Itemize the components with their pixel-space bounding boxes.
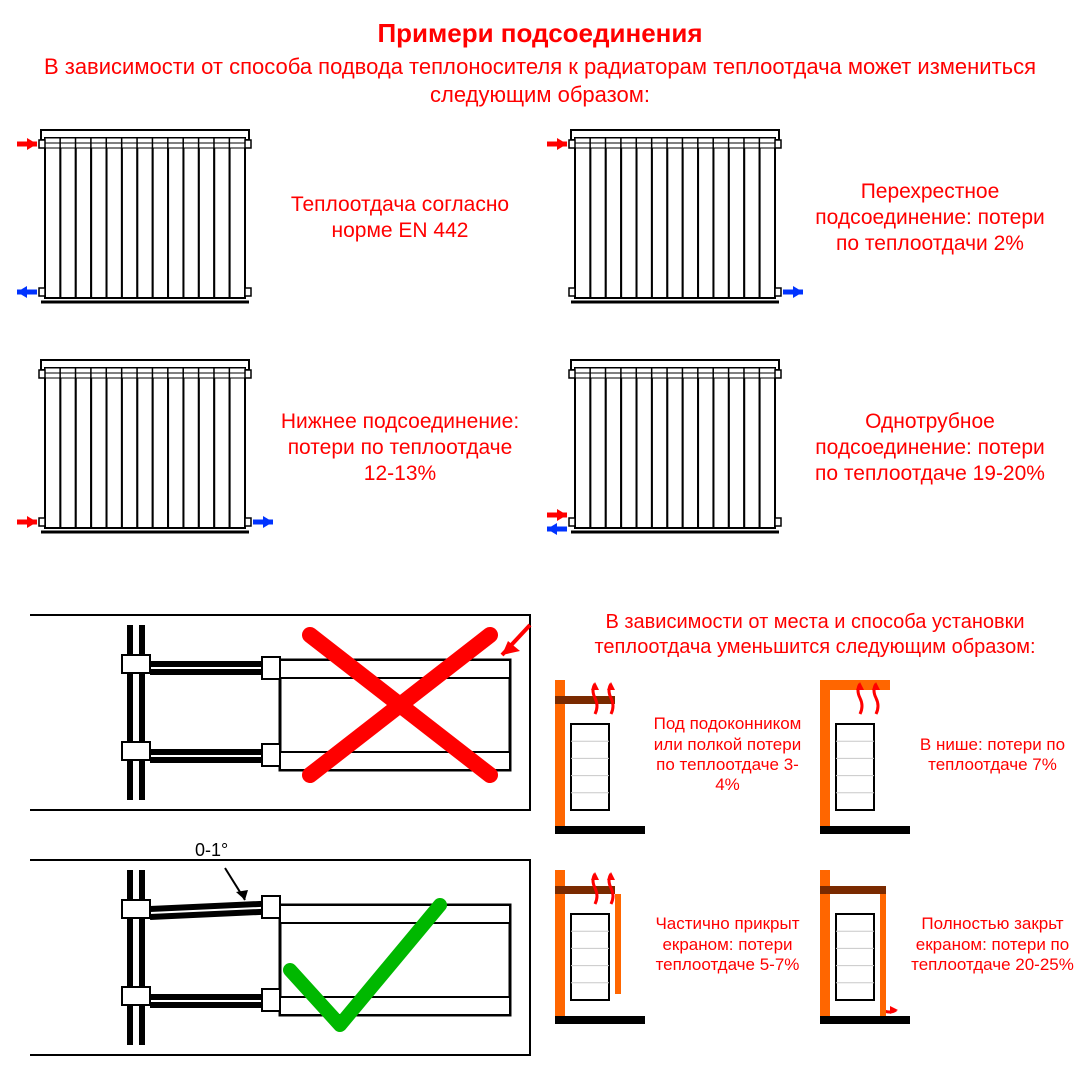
connection-caption: Однотрубное подсоединение: потери по теп… (805, 409, 1055, 488)
connection-caption: Теплоотдача согласно норме EN 442 (275, 192, 525, 245)
mount-cell-2: Частично прикрыт екраном: потери теплоот… (555, 860, 810, 1030)
connection-caption: Перехрестное подсоединение: потери по те… (805, 179, 1055, 258)
install-correct-diagram (10, 850, 540, 1065)
connection-cell-3: Однотрубное подсоединение: потери по теп… (545, 348, 1065, 548)
radiator-diagram (545, 118, 805, 318)
mount-caption: Под подоконником или полкой потери по те… (645, 714, 810, 796)
install-angle-label: 0-1° (195, 840, 228, 861)
mount-caption: Полностью закрьт екраном: потери по тепл… (910, 914, 1075, 975)
connection-caption: Нижнее подсоединение: потери по теплоотд… (275, 409, 525, 488)
radiator-diagram (15, 118, 275, 318)
section3-title: В зависимости от места и способа установ… (560, 610, 1070, 660)
mount-diagram (555, 860, 645, 1030)
page-title: Примери подсоединения (0, 0, 1080, 49)
radiator-diagram (545, 348, 805, 548)
mount-caption: В нише: потери по теплоотдаче 7% (910, 735, 1075, 776)
mount-cell-0: Под подоконником или полкой потери по те… (555, 670, 810, 840)
page-subtitle: В зависимости от способа подвода теплоно… (0, 49, 1080, 118)
connection-cell-1: Перехрестное подсоединение: потери по те… (545, 118, 1065, 318)
connection-cell-0: Теплоотдача согласно норме EN 442 (15, 118, 535, 318)
install-wrong-diagram (10, 605, 540, 820)
mount-cell-3: Полностью закрьт екраном: потери по тепл… (820, 860, 1075, 1030)
mount-diagram (555, 670, 645, 840)
mount-caption: Частично прикрыт екраном: потери теплоот… (645, 914, 810, 975)
mount-diagram (820, 860, 910, 1030)
radiator-diagram (15, 348, 275, 548)
connection-cell-2: Нижнее подсоединение: потери по теплоотд… (15, 348, 535, 548)
mount-cell-1: В нише: потери по теплоотдаче 7% (820, 670, 1075, 840)
mount-diagram (820, 670, 910, 840)
